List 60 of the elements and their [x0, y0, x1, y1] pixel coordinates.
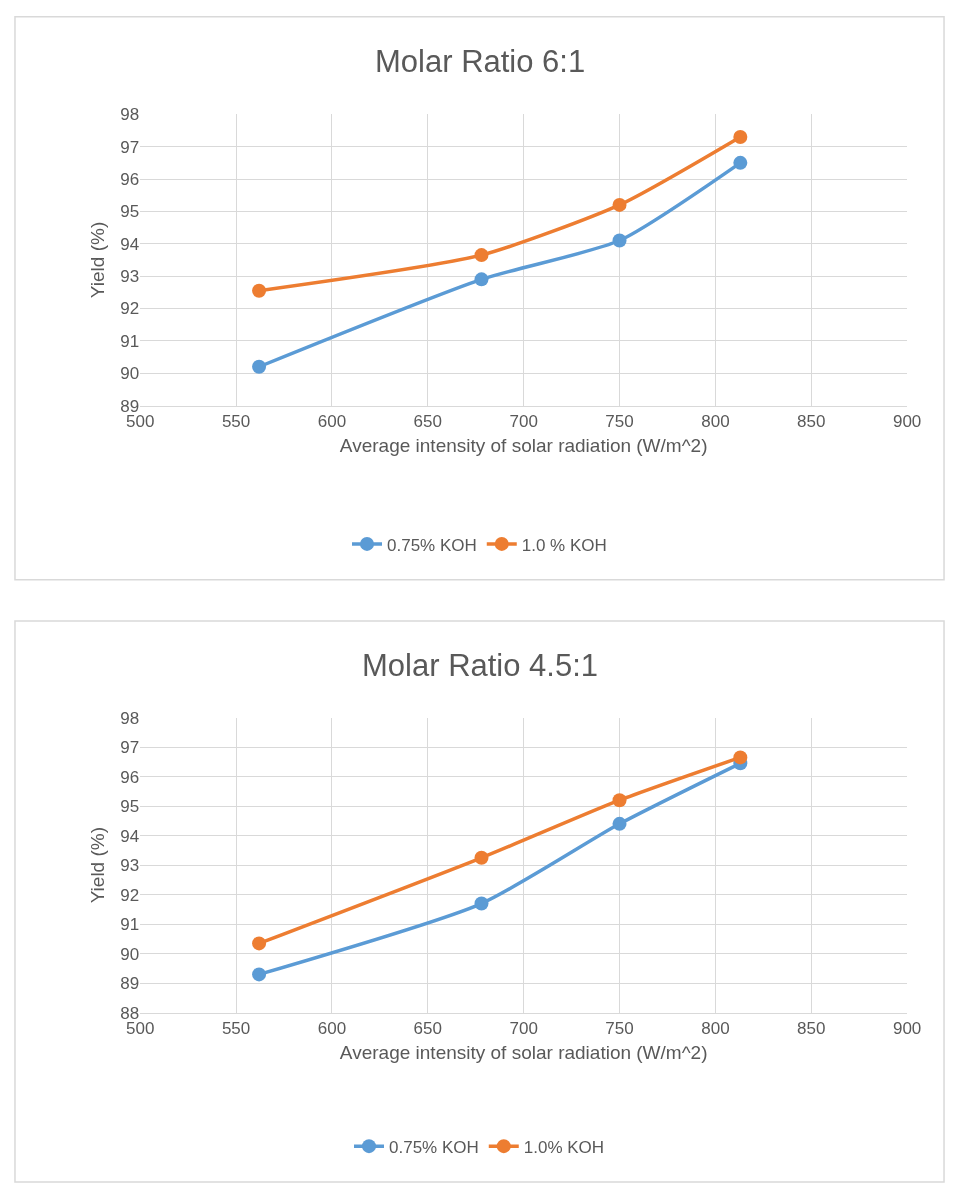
y-tick-label: 92 [120, 885, 140, 905]
x-tick-label: 850 [797, 1019, 826, 1039]
y-tick-label: 94 [120, 234, 140, 254]
legend-label: 1.0 % KOH [521, 535, 607, 555]
point [612, 793, 627, 808]
y-tick-label: 94 [120, 826, 140, 846]
y-tick-label: 90 [120, 944, 140, 964]
x-axis-title: Average intensity of solar radiation (W/m^2) [339, 1041, 708, 1063]
legend-label: 1.0% KOH [523, 1137, 605, 1157]
point [252, 967, 267, 982]
y-tick-label: 97 [120, 137, 140, 157]
x-tick-label: 550 [221, 1019, 251, 1039]
y-tick-label: 92 [120, 299, 140, 319]
y-axis-title: Yield (%) [87, 221, 109, 299]
x-axis-title: Average intensity of solar radiation (W/m^2) [339, 434, 708, 456]
legend-label: 0.75% KOH [387, 535, 477, 555]
point [474, 896, 489, 911]
point [612, 816, 627, 831]
x-tick-label: 750 [605, 1019, 634, 1039]
y-tick-label: 98 [120, 708, 140, 728]
y-tick-label: 93 [120, 856, 140, 876]
y-axis-title: Yield (%) [87, 826, 109, 904]
x-tick-label: 900 [892, 411, 922, 431]
x-tick-label: 700 [509, 1019, 538, 1039]
y-tick-label: 95 [120, 202, 140, 222]
x-tick-label: 550 [221, 411, 251, 431]
x-tick-label: 600 [317, 411, 347, 431]
point [474, 248, 489, 263]
point [252, 936, 267, 951]
point [612, 197, 627, 212]
x-tick-label: 750 [605, 411, 634, 431]
chart-title: Molar Ratio 4.5:1 [362, 648, 599, 683]
y-tick-label: 89 [120, 974, 140, 994]
point [733, 129, 748, 144]
y-tick-label: 95 [120, 797, 140, 817]
legend-label: 0.75% KOH [389, 1137, 479, 1157]
point [474, 272, 489, 287]
chart-title: Molar Ratio 6:1 [375, 44, 586, 79]
point [252, 283, 267, 298]
y-tick-label: 90 [120, 364, 140, 384]
point [733, 155, 748, 170]
point [612, 233, 627, 248]
x-tick-label: 650 [413, 411, 442, 431]
y-tick-label: 97 [120, 738, 140, 758]
x-tick-label: 800 [701, 411, 730, 431]
x-tick-label: 900 [892, 1019, 922, 1039]
y-tick-label: 93 [120, 267, 140, 287]
y-tick-label: 91 [120, 331, 140, 351]
y-tick-label: 96 [120, 767, 140, 787]
x-tick-label: 850 [797, 411, 826, 431]
point [252, 359, 267, 374]
x-tick-label: 800 [701, 1019, 730, 1039]
y-tick-label: 96 [120, 169, 140, 189]
y-tick-label: 91 [120, 915, 140, 935]
x-tick-label: 600 [317, 1019, 347, 1039]
y-tick-label: 98 [120, 105, 140, 125]
point [733, 750, 748, 765]
point [474, 850, 489, 865]
x-tick-label: 650 [413, 1019, 442, 1039]
x-tick-label: 700 [509, 411, 538, 431]
